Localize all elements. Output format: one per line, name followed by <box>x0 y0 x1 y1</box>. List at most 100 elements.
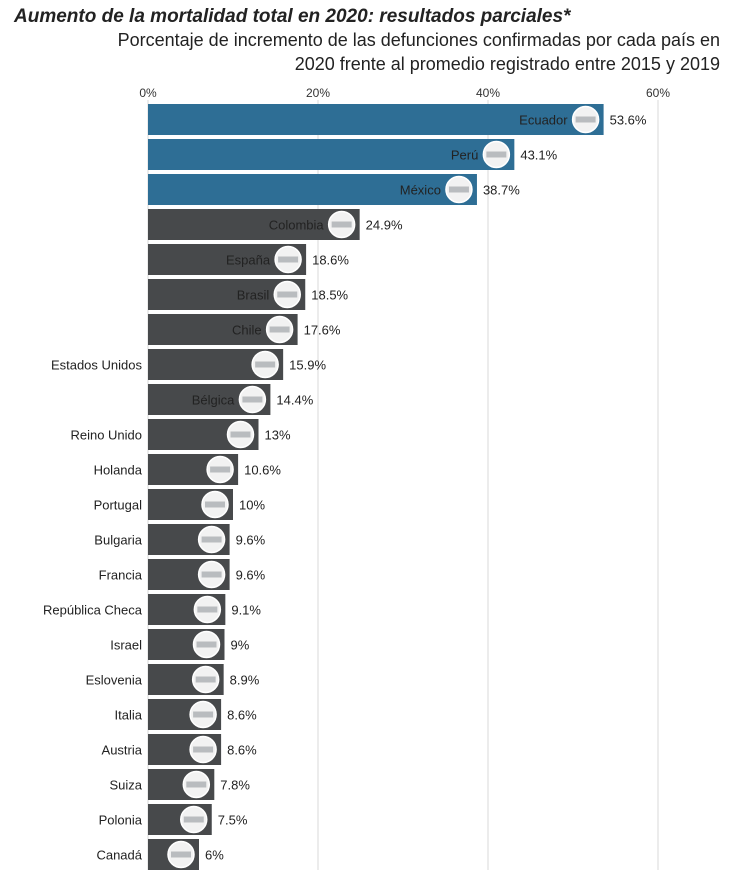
category-label: México <box>400 183 441 198</box>
flag-stripe <box>183 816 204 823</box>
bar-row: 9.6% Francia <box>99 559 266 590</box>
uk-flag-icon <box>226 420 255 449</box>
bar <box>148 174 477 205</box>
category-label: Portugal <box>94 498 143 513</box>
chart-title: Aumento de la mortalidad total en 2020: … <box>13 6 572 27</box>
x-tick-label: 0% <box>139 86 157 100</box>
colombia-flag-icon <box>327 210 356 239</box>
usa-flag-icon <box>251 350 279 379</box>
flag-stripe <box>242 396 263 403</box>
value-label: 9.6% <box>236 568 266 583</box>
flag-stripe <box>171 851 191 858</box>
france-flag-icon <box>197 560 226 589</box>
bar-row: 8.9% Eslovenia <box>86 664 260 695</box>
category-label: Austria <box>102 743 143 758</box>
mexico-flag-icon <box>445 175 473 204</box>
x-tick-label: 60% <box>646 86 670 100</box>
value-label: 7.8% <box>220 778 250 793</box>
bar-row: 18.5% Brasil <box>148 279 349 310</box>
bar <box>148 104 604 135</box>
flag-stripe <box>331 221 352 228</box>
israel-flag-icon <box>192 630 221 659</box>
austria-flag-icon <box>189 735 217 764</box>
flag-stripe <box>255 361 276 368</box>
value-label: 18.6% <box>312 253 349 268</box>
value-label: 18.5% <box>311 288 348 303</box>
bar-row: 18.6% España <box>148 244 349 275</box>
value-label: 38.7% <box>483 183 520 198</box>
canada-flag-icon <box>167 840 195 869</box>
value-label: 14.4% <box>276 393 313 408</box>
bar-row: 9.1% República Checa <box>43 594 261 625</box>
ecuador-flag-icon <box>571 105 600 134</box>
portugal-flag-icon <box>201 490 229 519</box>
category-label: Brasil <box>237 288 270 303</box>
italy-flag-icon <box>189 700 217 729</box>
flag-stripe <box>196 641 217 648</box>
value-label: 9% <box>231 638 250 653</box>
category-label: Israel <box>110 638 142 653</box>
chart-subtitle-line-2: 2020 frente al promedio registrado entre… <box>295 54 720 74</box>
flag-stripe <box>193 711 214 718</box>
flag-stripe <box>486 151 507 158</box>
flag-stripe <box>195 676 216 683</box>
bar-row: 9% Israel <box>110 629 250 660</box>
flag-stripe <box>269 326 290 333</box>
bar-row: 8.6% Italia <box>115 699 257 730</box>
value-label: 8.6% <box>227 708 257 723</box>
bar-row: 43.1% Perú <box>148 139 558 170</box>
category-label: Polonia <box>99 813 143 828</box>
flag-stripe <box>205 501 225 508</box>
peru-flag-icon <box>482 140 511 169</box>
spain-flag-icon <box>274 245 302 274</box>
bar-row: 9.6% Bulgaria <box>94 524 266 555</box>
value-label: 9.6% <box>236 533 266 548</box>
value-label: 10% <box>239 498 265 513</box>
bar-row: 14.4% Bélgica <box>148 384 314 415</box>
slovenia-flag-icon <box>191 665 220 694</box>
value-label: 8.9% <box>230 673 260 688</box>
netherlands-flag-icon <box>206 455 234 484</box>
x-tick-label: 20% <box>306 86 330 100</box>
category-label: Holanda <box>94 463 143 478</box>
bulgaria-flag-icon <box>197 525 226 554</box>
czech-flag-icon <box>193 595 222 624</box>
bar-row: 38.7% México <box>148 174 520 205</box>
value-label: 7.5% <box>218 813 248 828</box>
category-label: Canadá <box>96 848 142 863</box>
bar-row: 10% Portugal <box>94 489 265 520</box>
chile-flag-icon <box>265 315 294 344</box>
value-label: 13% <box>265 428 291 443</box>
brazil-flag-icon <box>273 280 301 309</box>
bar <box>148 139 515 170</box>
belgium-flag-icon <box>238 385 267 414</box>
bar-row: 8.6% Austria <box>102 734 257 765</box>
bar-row: 17.6% Chile <box>148 314 341 345</box>
flag-stripe <box>201 536 222 543</box>
value-label: 8.6% <box>227 743 257 758</box>
category-label: Eslovenia <box>86 673 143 688</box>
category-label: Reino Unido <box>70 428 142 443</box>
category-label: República Checa <box>43 603 143 618</box>
bar-row: 15.9% Estados Unidos <box>51 349 326 380</box>
category-label: Chile <box>232 323 262 338</box>
category-label: Italia <box>115 708 143 723</box>
switzerland-flag-icon <box>182 770 211 799</box>
value-label: 43.1% <box>520 148 557 163</box>
bars-group: 53.6% Ecuador 43.1% Perú 38.7% México 24.9% Col… <box>43 104 647 870</box>
category-label: Suiza <box>109 778 142 793</box>
flag-stripe <box>186 781 207 788</box>
value-label: 17.6% <box>304 323 341 338</box>
flag-stripe <box>193 746 214 753</box>
category-label: Ecuador <box>519 113 568 128</box>
category-label: Bulgaria <box>94 533 142 548</box>
bar-row: 7.5% Polonia <box>99 804 248 835</box>
bar-row: 6% Canadá <box>96 839 224 870</box>
category-label: Bélgica <box>192 393 235 408</box>
flag-stripe <box>277 291 298 298</box>
value-label: 6% <box>205 848 224 863</box>
category-label: España <box>226 253 271 268</box>
flag-stripe <box>201 571 222 578</box>
flag-stripe <box>230 431 251 438</box>
